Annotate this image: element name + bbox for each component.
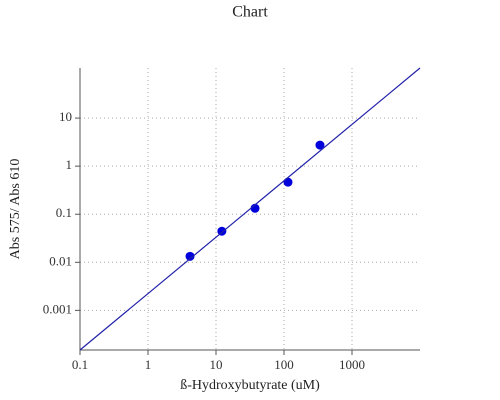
x-tick-label: 10 — [210, 357, 223, 372]
y-tick-label: 0.1 — [56, 205, 72, 220]
y-tick-label: 0.001 — [43, 301, 72, 316]
x-tick-label: 100 — [274, 357, 294, 372]
x-tick-label: 1 — [145, 357, 152, 372]
chart-title: Chart — [232, 4, 268, 21]
x-tick-label: 0.1 — [72, 357, 88, 372]
data-point — [283, 177, 293, 187]
y-tick-label: 1 — [66, 157, 73, 172]
x-axis-title: ß-Hydroxybutyrate (uM) — [180, 378, 320, 393]
fit-line — [79, 67, 421, 351]
data-point — [315, 140, 325, 150]
y-tick-label: 10 — [59, 109, 72, 124]
y-tick-label: 0.01 — [49, 253, 72, 268]
grid — [79, 68, 420, 350]
data-point — [185, 251, 195, 261]
axes: 0.1 1 10 100 1000 0.001 0.01 0.1 1 10 — [43, 68, 420, 372]
y-axis-title: Abs 575/ Abs 610 — [8, 159, 23, 260]
x-tick-label: 1000 — [339, 357, 365, 372]
marks — [79, 67, 421, 351]
